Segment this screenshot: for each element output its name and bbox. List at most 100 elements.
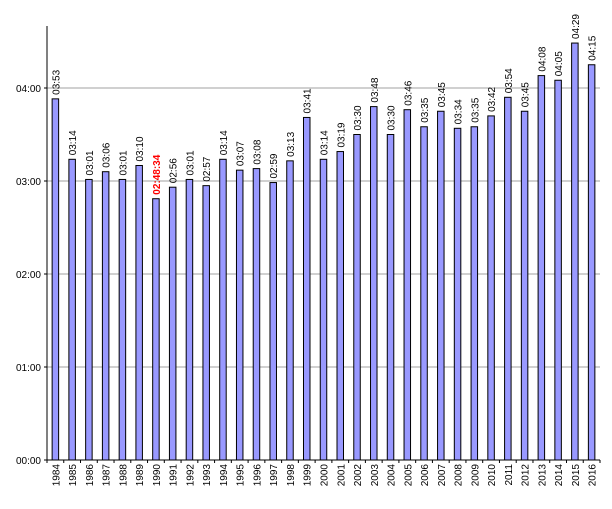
bar — [554, 79, 562, 461]
data-label: 03:48 — [370, 77, 381, 102]
data-label: 03:01 — [85, 150, 96, 175]
y-tick-label: 01:00 — [16, 363, 41, 374]
bar — [487, 115, 495, 461]
bar — [470, 126, 479, 461]
x-tick-label: 2002 — [353, 464, 364, 487]
bar — [370, 106, 378, 461]
bars — [51, 42, 596, 461]
bar — [269, 182, 277, 461]
bar — [403, 109, 412, 461]
bar — [202, 185, 210, 461]
x-tick-label: 1993 — [202, 464, 213, 487]
bar — [336, 151, 345, 461]
bar — [152, 198, 160, 461]
data-label: 03:53 — [51, 69, 62, 94]
data-label: 04:08 — [537, 46, 548, 71]
x-tick-label: 2003 — [370, 464, 381, 487]
x-tick-label: 1989 — [135, 464, 146, 487]
bar — [587, 64, 596, 461]
data-label: 03:08 — [252, 139, 263, 164]
bar — [386, 134, 395, 461]
data-label: 02:48:34 — [152, 154, 163, 194]
bar — [302, 116, 311, 461]
bar — [51, 98, 60, 461]
bar — [571, 42, 579, 461]
data-label: 03:14 — [320, 130, 331, 155]
x-tick-label: 1990 — [152, 464, 163, 487]
bar — [319, 158, 328, 461]
y-tick-label: 02:00 — [16, 270, 41, 281]
bar — [101, 171, 110, 461]
x-tick-label: 2014 — [554, 464, 565, 487]
x-tick-label: 2010 — [487, 464, 498, 487]
x-tick-label: 2013 — [537, 464, 548, 487]
data-label: 04:15 — [588, 35, 599, 60]
data-label: 03:14 — [219, 130, 230, 155]
data-label: 04:29 — [571, 14, 582, 39]
data-labels: 03:53 03:14 03:01 03:06 03:01 03:10 02:48:34 02… — [51, 14, 598, 195]
x-tick-label: 1987 — [102, 464, 113, 487]
data-label: 02:57 — [202, 156, 213, 181]
x-tick-label: 1996 — [252, 464, 263, 487]
data-label: 03:01 — [118, 150, 129, 175]
x-tick-label: 1988 — [118, 464, 129, 487]
data-label: 03:41 — [303, 88, 314, 113]
x-tick-label: 2008 — [454, 464, 465, 487]
y-tick-label: 00:00 — [16, 456, 41, 467]
bar — [185, 178, 194, 461]
x-tick-label: 1995 — [236, 464, 247, 487]
y-axis-tick-labels: 00:00 01:00 02:00 03:00 04:00 — [16, 84, 41, 467]
x-tick-label: 1994 — [219, 464, 230, 487]
bar — [353, 134, 361, 461]
data-label: 03:30 — [353, 105, 364, 130]
y-tick-label: 03:00 — [16, 177, 41, 188]
data-label: 03:19 — [336, 122, 347, 147]
bar — [219, 158, 227, 461]
x-axis-tick-labels: 1984 1985 1986 1987 1988 1989 1990 1991 1992 1993… — [51, 464, 598, 487]
x-tick-label: 2000 — [320, 464, 331, 487]
data-label: 03:34 — [454, 99, 465, 124]
bar — [504, 96, 512, 461]
data-label: 03:01 — [185, 150, 196, 175]
data-label: 03:45 — [437, 82, 448, 107]
x-tick-label: 2011 — [504, 464, 515, 486]
bar — [168, 186, 177, 461]
data-label: 03:35 — [470, 97, 481, 122]
data-label: 03:13 — [286, 131, 297, 156]
x-tick-label: 1985 — [68, 464, 79, 487]
bar — [252, 168, 261, 461]
x-tick-label: 2001 — [336, 464, 347, 487]
data-label: 04:05 — [554, 51, 565, 76]
x-tick-label: 2015 — [571, 464, 582, 487]
bar — [420, 126, 428, 461]
data-label: 03:54 — [504, 68, 515, 93]
data-label: 03:10 — [135, 136, 146, 161]
x-tick-label: 2004 — [387, 464, 398, 487]
x-tick-label: 1997 — [269, 464, 280, 487]
x-tick-label: 2006 — [420, 464, 431, 487]
data-label: 03:30 — [387, 105, 398, 130]
y-tick-label: 04:00 — [16, 84, 41, 95]
data-label: 03:07 — [236, 141, 247, 166]
x-tick-label: 2009 — [470, 464, 481, 487]
bar — [118, 178, 127, 461]
bar — [68, 158, 76, 461]
x-tick-label: 1992 — [185, 464, 196, 487]
bar — [286, 160, 294, 461]
data-label: 03:35 — [420, 97, 431, 122]
data-label: 03:06 — [102, 142, 113, 167]
data-label: 02:59 — [269, 153, 280, 178]
data-label: 02:56 — [169, 158, 180, 183]
x-tick-label: 1991 — [169, 464, 180, 487]
bar — [537, 75, 546, 461]
data-label: 03:42 — [487, 86, 498, 111]
bar — [235, 169, 244, 461]
x-tick-label: 1986 — [85, 464, 96, 487]
bar — [85, 178, 93, 461]
axes — [44, 26, 601, 463]
x-tick-label: 1999 — [303, 464, 314, 487]
bar — [453, 127, 462, 461]
x-tick-label: 1998 — [286, 464, 297, 487]
